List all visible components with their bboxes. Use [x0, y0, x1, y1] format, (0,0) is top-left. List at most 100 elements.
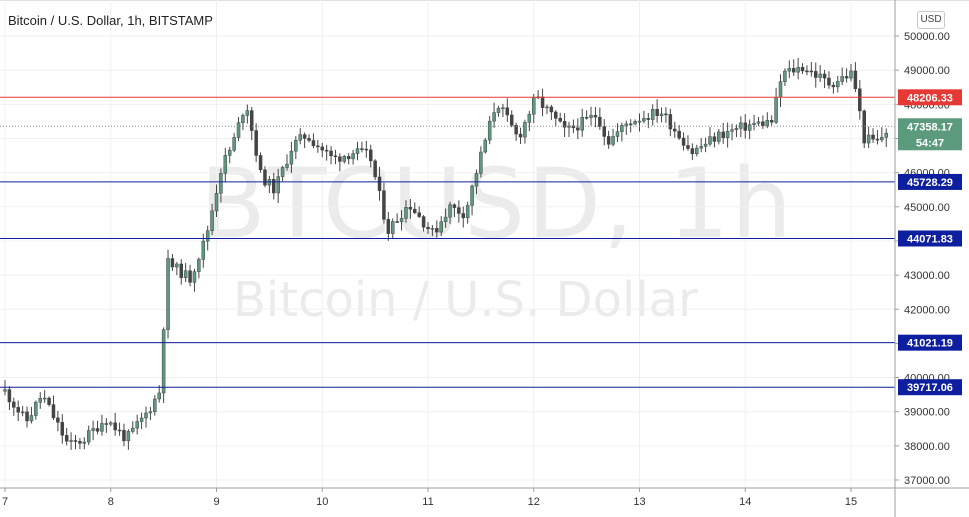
candle	[739, 116, 743, 138]
candle-body	[280, 167, 285, 177]
candle	[311, 133, 316, 149]
candle-body	[465, 205, 470, 219]
candle-body	[650, 109, 655, 120]
candle	[258, 152, 263, 173]
candle	[514, 122, 518, 141]
candle	[223, 147, 228, 182]
candle	[673, 121, 677, 138]
candle-body	[258, 155, 263, 170]
candle	[492, 102, 496, 128]
candle-body	[276, 176, 280, 194]
candle	[805, 65, 809, 76]
candle-body	[774, 97, 778, 123]
candle	[642, 110, 646, 124]
candle	[875, 130, 880, 145]
candle	[664, 107, 668, 123]
candle	[602, 119, 606, 146]
candle	[523, 119, 527, 144]
candle	[144, 406, 148, 428]
candle	[831, 82, 836, 94]
candle	[298, 128, 302, 145]
candle-body	[272, 179, 276, 194]
candle	[470, 184, 474, 216]
candle-body	[602, 126, 606, 137]
candle-body	[642, 118, 646, 122]
candle	[593, 107, 598, 128]
candle	[263, 166, 267, 188]
candle-body	[457, 207, 461, 214]
candle-body	[747, 124, 752, 131]
candle-body	[250, 110, 254, 131]
candle-body	[205, 230, 210, 242]
y-tick-label: 39000.00	[904, 407, 950, 419]
candle-body	[320, 146, 324, 151]
candle-body	[673, 128, 677, 132]
candle	[487, 116, 492, 145]
candle-body	[373, 160, 377, 178]
candle	[866, 126, 871, 149]
chart-title: Bitcoin / U.S. Dollar, 1h, BITSTAMP	[8, 13, 213, 28]
candle	[342, 154, 347, 164]
candle-body	[38, 398, 42, 403]
countdown-label: 54:47	[916, 137, 944, 149]
candle	[496, 105, 501, 117]
candle	[386, 212, 391, 241]
candle	[113, 412, 117, 436]
candle-body	[34, 401, 38, 416]
candle	[827, 71, 831, 89]
candle-body	[144, 412, 148, 419]
candle-body	[558, 118, 562, 122]
candle-body	[655, 109, 659, 116]
candle-body	[664, 113, 668, 116]
candle	[175, 262, 179, 276]
candle	[761, 115, 765, 129]
candle	[791, 59, 796, 76]
candle-body	[175, 263, 179, 268]
horizontal-levels	[0, 96, 895, 388]
candle	[457, 200, 461, 223]
candle	[272, 172, 276, 200]
candle	[695, 144, 699, 157]
candle-body	[131, 427, 135, 432]
candle-body	[408, 206, 413, 210]
candle-body	[82, 441, 87, 444]
candle	[743, 114, 747, 139]
candle-body	[386, 219, 391, 234]
price-axis: 37000.0038000.0039000.0040000.0041000.00…	[894, 0, 950, 517]
candle-body	[818, 73, 822, 78]
candle	[580, 108, 584, 137]
level-badge-label: 41021.19	[907, 338, 953, 350]
level-badge-label: 39717.06	[907, 382, 953, 394]
candle	[849, 64, 853, 82]
candle	[840, 67, 844, 86]
candle-body	[355, 148, 360, 154]
candle	[351, 149, 355, 165]
candle	[399, 210, 404, 231]
candle-body	[699, 146, 703, 149]
candle-body	[197, 259, 201, 272]
level-badge	[898, 379, 962, 396]
candle-body	[532, 97, 536, 115]
y-tick-label: 37000.00	[904, 475, 950, 487]
currency-button[interactable]: USD	[917, 11, 945, 29]
candle	[82, 437, 87, 450]
candle	[192, 268, 197, 292]
candle-body	[734, 128, 739, 130]
candle-body	[576, 127, 580, 131]
candle-body	[346, 156, 351, 160]
last-price-badge	[898, 118, 962, 151]
candle	[47, 396, 51, 407]
candle	[576, 118, 580, 140]
candle-body	[849, 70, 853, 79]
candle-body	[157, 392, 161, 400]
candle	[862, 109, 866, 149]
candle	[51, 395, 56, 420]
candle-body	[492, 112, 496, 122]
candle	[250, 106, 254, 141]
candle	[717, 129, 721, 145]
candle-body	[633, 121, 637, 125]
candle	[818, 65, 822, 82]
candle-body	[86, 430, 91, 443]
